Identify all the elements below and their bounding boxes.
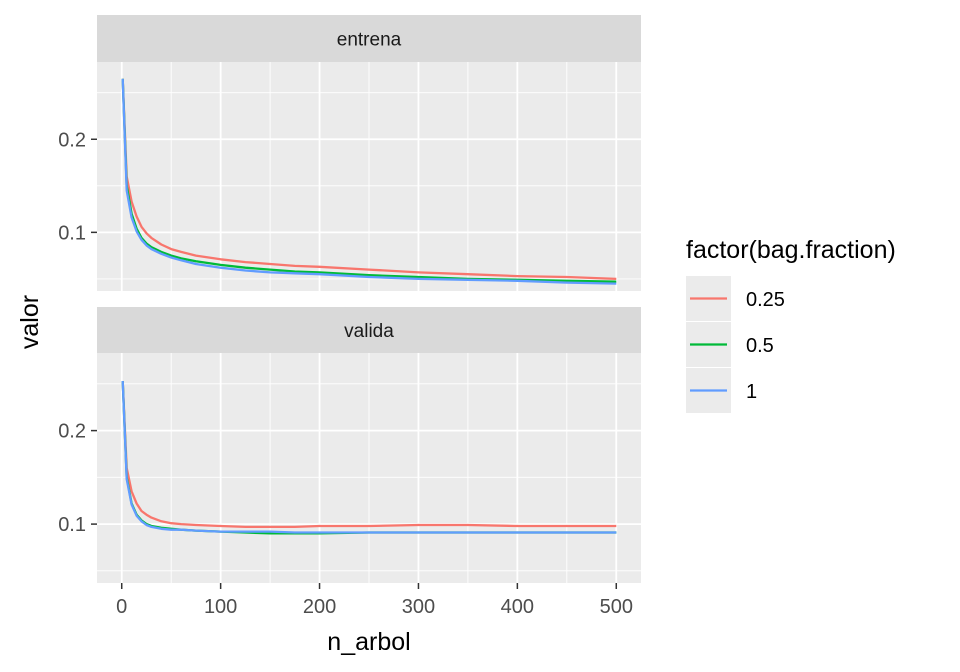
strip-label: valida	[344, 321, 394, 342]
strip-background	[97, 307, 641, 353]
y-tick-label: 0.2	[58, 421, 86, 443]
legend-label: 1	[746, 381, 757, 403]
x-tick-label: 400	[501, 596, 534, 618]
legend-entry-1: 1	[686, 368, 757, 413]
panel-entrena: entrena 0.1 0.2	[58, 15, 641, 291]
panels: entrena 0.1 0.2 valida 0.1 0.2	[58, 15, 641, 583]
series-line-0-25	[121, 380, 617, 529]
x-axis: 0 100 200 300 400 500	[116, 583, 633, 618]
strip-background	[97, 15, 641, 62]
series-line-0-5	[121, 78, 617, 283]
x-tick-label: 200	[303, 596, 336, 618]
legend-entry-0-25: 0.25	[686, 276, 785, 321]
y-axis-title: valor	[16, 295, 44, 349]
y-tick-label: 0.2	[58, 129, 86, 151]
series-line-1	[121, 78, 617, 285]
x-tick-label: 0	[116, 596, 127, 618]
legend-label: 0.5	[746, 335, 774, 357]
x-tick-label: 100	[204, 596, 237, 618]
legend-label: 0.25	[746, 289, 785, 311]
legend-entry-0-5: 0.5	[686, 322, 774, 367]
y-tick-label: 0.1	[58, 514, 86, 536]
series-line-1	[121, 380, 617, 534]
y-tick-label: 0.1	[58, 222, 86, 244]
series-line-0-25	[121, 78, 617, 281]
legend: factor(bag.fraction) 0.25 0.5 1	[686, 236, 896, 413]
x-tick-label: 300	[402, 596, 435, 618]
strip-label: entrena	[337, 30, 402, 51]
legend-title: factor(bag.fraction)	[686, 236, 896, 264]
x-axis-title: n_arbol	[327, 628, 410, 656]
panel-valida: valida 0.1 0.2	[58, 307, 641, 583]
x-tick-label: 500	[600, 596, 633, 618]
